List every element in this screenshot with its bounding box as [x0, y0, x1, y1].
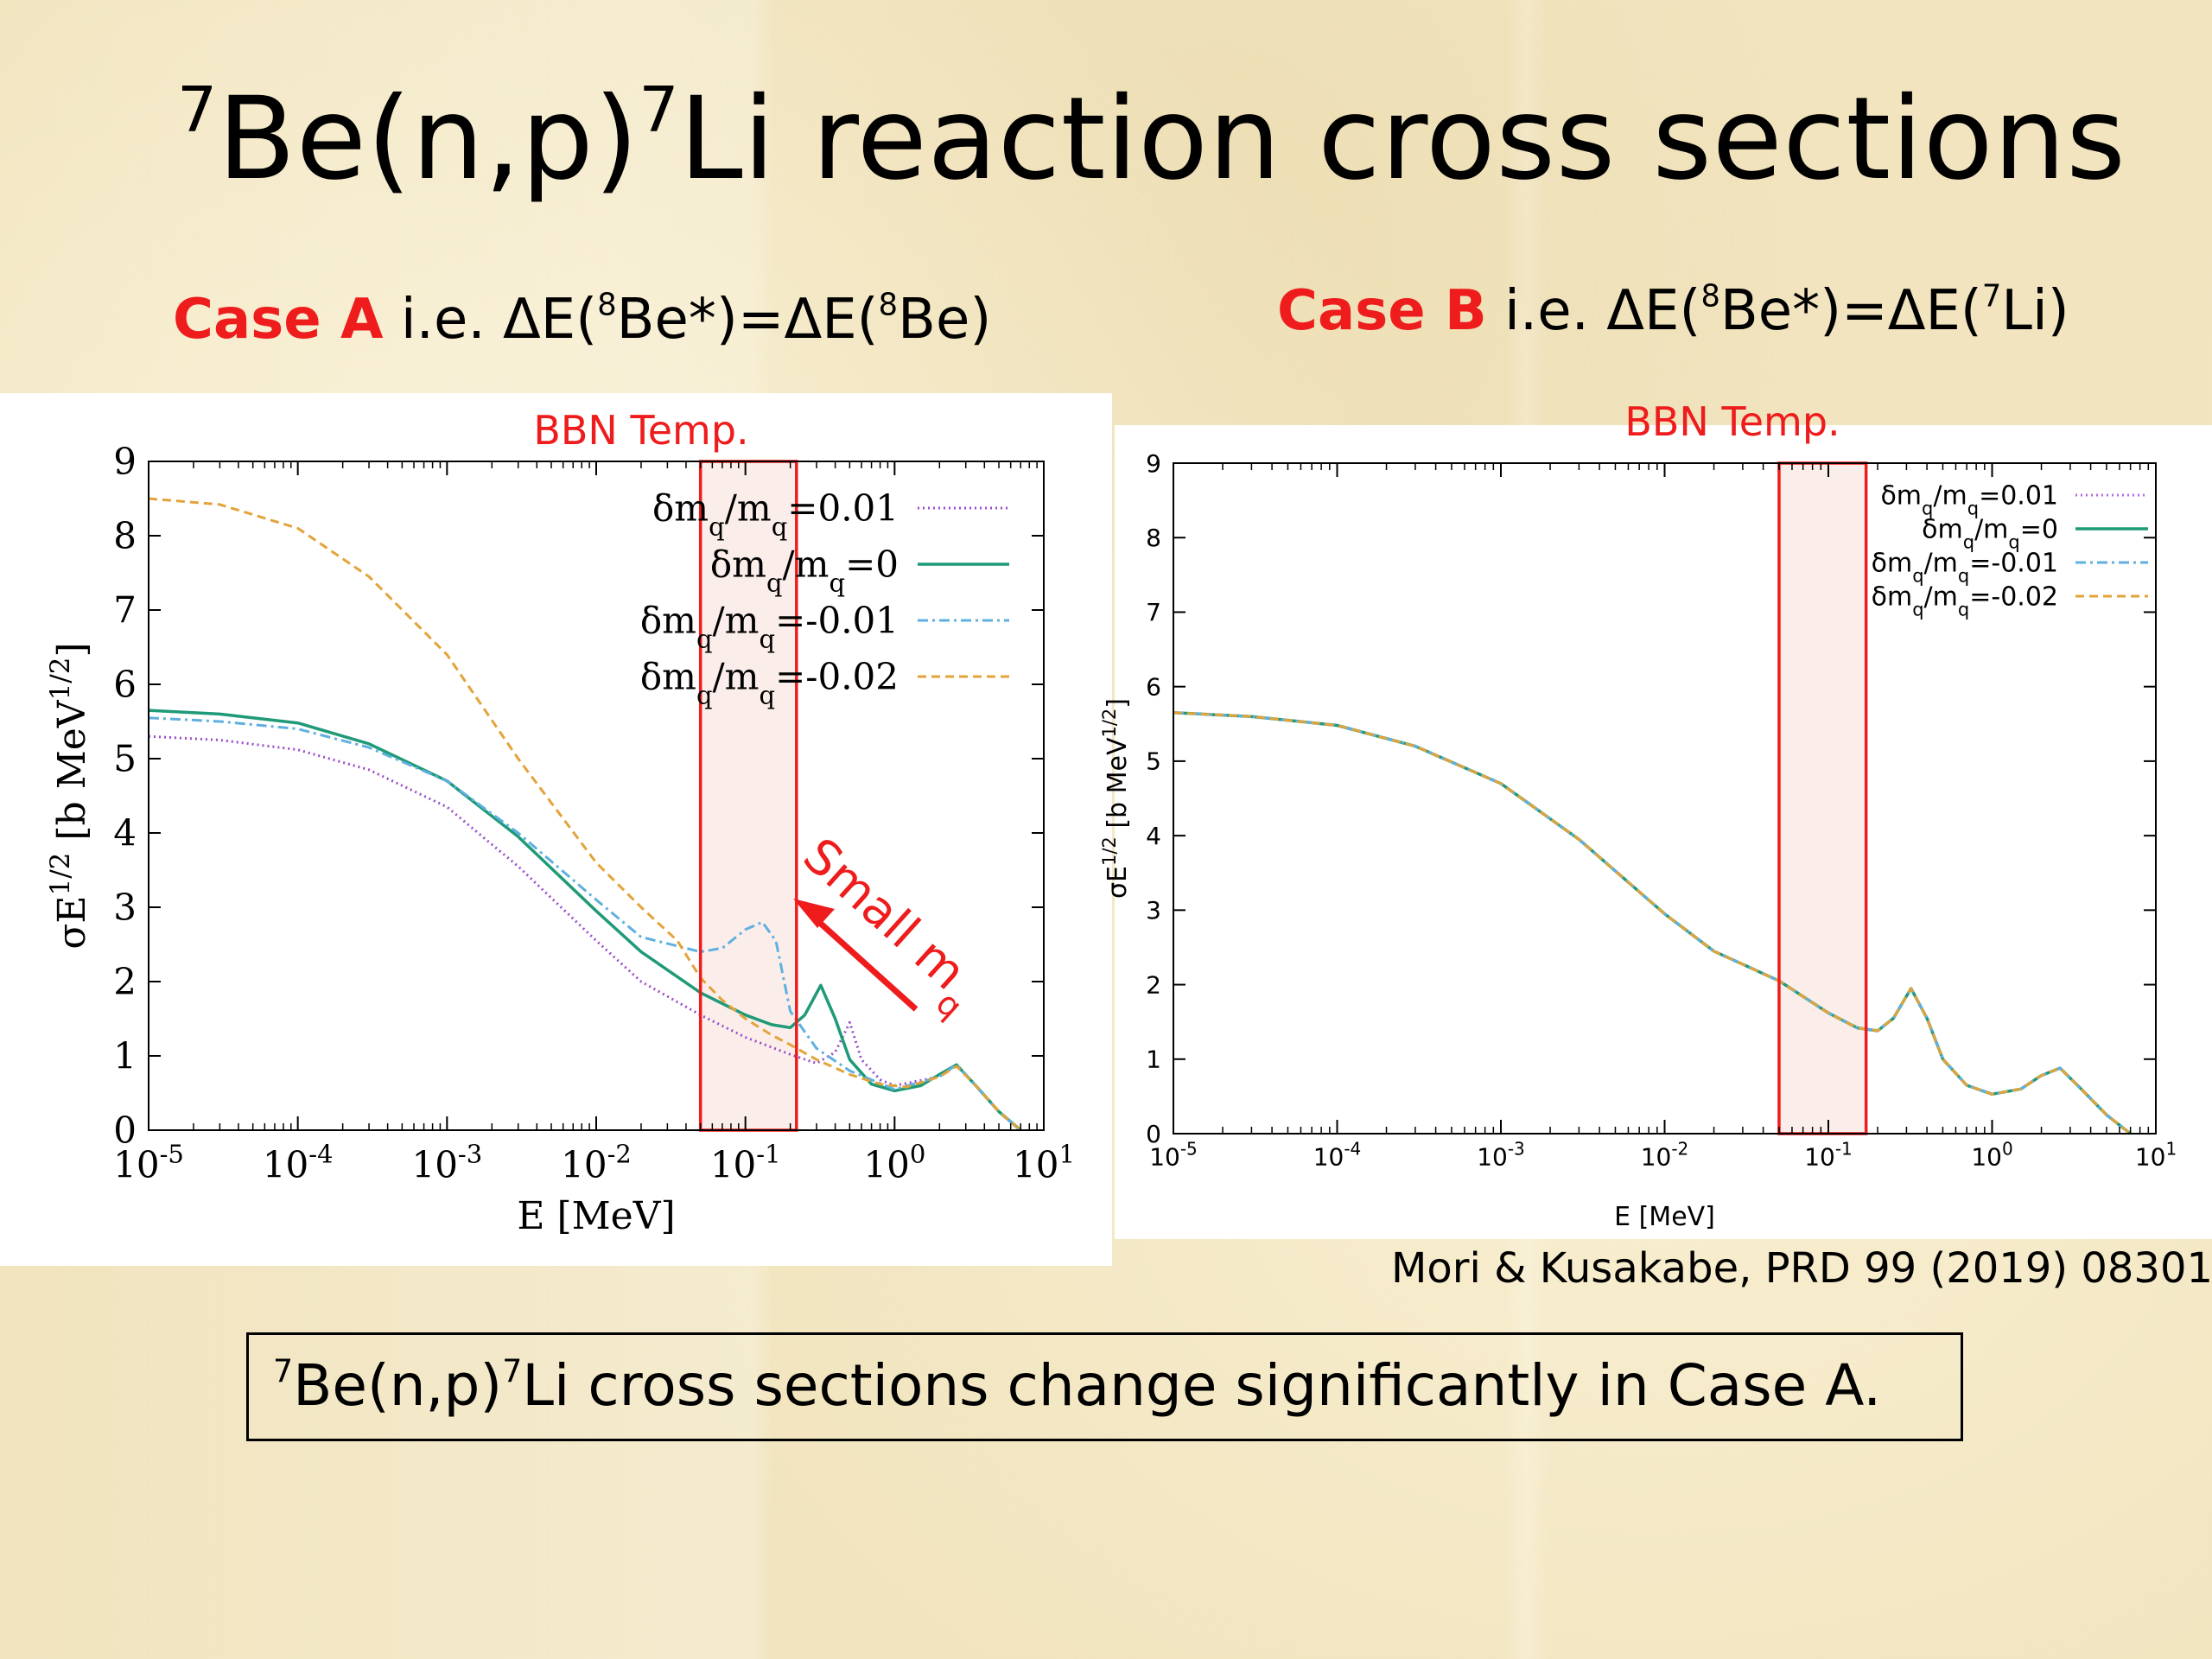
x-tick-label: 10-4: [263, 1140, 334, 1186]
y-tick-label: 0: [113, 1109, 137, 1152]
y-tick-label: 0: [1146, 1120, 1161, 1148]
x-tick-label: 100: [863, 1140, 925, 1186]
x-tick-label: 10-1: [710, 1140, 781, 1186]
y-tick-label: 4: [1146, 822, 1161, 850]
y-tick-label: 9: [113, 441, 137, 483]
y-tick-label: 1: [113, 1035, 137, 1077]
chart-0: 0 1 2 3 4 5 6 7 8 9 10-5 10-4 10-3 10-2 10-1 100 101 E [M…: [45, 407, 1075, 1238]
slide-title: 7Be(n,p)7Li reaction cross sections: [177, 79, 2126, 196]
y-tick-label: 6: [113, 664, 137, 706]
y-tick-label: 3: [113, 887, 137, 929]
legend-entry-label: δmq/mq=-0.02: [640, 656, 899, 710]
x-axis-label: E [MeV]: [1614, 1202, 1715, 1232]
series-line-2: [1173, 711, 2132, 1135]
legend-entry-label: δmq/mq=-0.02: [1872, 582, 2058, 620]
legend-entry-label: δmq/mq=0: [1922, 515, 2058, 553]
citation: Mori & Kusakabe, PRD 99 (2019) 083013.: [1391, 1244, 2212, 1293]
conclusion-text-1: Be(n,p): [293, 1352, 503, 1419]
legend-entry-label: δmq/mq=0.01: [1880, 481, 2058, 519]
y-tick-label: 1: [1146, 1046, 1161, 1074]
plot-frame: [148, 461, 1045, 1131]
y-tick-label: 5: [1146, 747, 1161, 776]
conclusion-box: 7Be(n,p)7Li cross sections change signif…: [246, 1332, 1963, 1441]
title-part-2: Li reaction cross sections: [679, 73, 2126, 206]
y-tick-label: 8: [113, 515, 137, 557]
case-a-text-1: i.e. ΔE(: [383, 288, 598, 352]
title-superscript-1: 7: [177, 73, 218, 147]
x-tick-label: 10-1: [1804, 1138, 1853, 1171]
x-tick-label: 101: [2135, 1138, 2177, 1171]
series-line-1: [1173, 711, 2132, 1135]
bbn-region-fill: [700, 461, 797, 1130]
title-superscript-2: 7: [639, 73, 680, 147]
x-tick-label: 10-3: [411, 1140, 482, 1186]
bbn-region-fill: [1778, 463, 1866, 1134]
x-tick-label: 10-2: [1641, 1138, 1689, 1171]
chart-1: 0 1 2 3 4 5 6 7 8 9 10-5 10-4 10-3 10-2 10-1 100 101 E [M…: [1099, 398, 2177, 1232]
conclusion-sup-2: 7: [502, 1351, 523, 1389]
case-b-text-2: Be*)=ΔE(: [1719, 279, 1982, 343]
case-b-text-1: i.e. ΔE(: [1486, 279, 1701, 343]
case-a-label: Case A: [173, 288, 384, 352]
y-tick-label: 7: [113, 589, 137, 632]
small-mq-arrow-head: [793, 899, 835, 928]
series-line-3: [148, 497, 1022, 1132]
case-a-sup-2: 8: [878, 287, 899, 323]
conclusion-sup-1: 7: [273, 1351, 294, 1389]
x-tick-label: 10-5: [1149, 1138, 1198, 1171]
title-part-1: Be(n,p): [217, 73, 639, 206]
series-line-3: [1173, 711, 2132, 1135]
case-b-text-3: Li): [2001, 279, 2069, 343]
legend-entry-label: δmq/mq=0.01: [652, 487, 899, 542]
x-tick-label: 100: [1971, 1138, 2012, 1171]
case-b-label: Case B: [1277, 279, 1487, 343]
y-tick-label: 3: [1146, 896, 1161, 925]
x-tick-label: 10-5: [113, 1140, 184, 1186]
y-tick-label: 9: [1146, 449, 1161, 478]
legend-entry-label: δmq/mq=-0.01: [640, 600, 899, 654]
x-axis-label: E [MeV]: [517, 1194, 675, 1238]
case-a-heading: Case A i.e. ΔE(8Be*)=ΔE(8Be): [173, 290, 991, 347]
case-a-text-2: Be*)=ΔE(: [616, 288, 879, 352]
y-tick-label: 2: [113, 961, 137, 1003]
bbn-temp-label: BBN Temp.: [533, 407, 748, 454]
y-tick-label: 6: [1146, 672, 1161, 701]
case-b-panel: [1115, 425, 2212, 1239]
y-tick-label: 8: [1146, 524, 1161, 552]
series-line-0: [1173, 711, 2132, 1135]
x-tick-label: 101: [1013, 1140, 1075, 1186]
case-a-sup-1: 8: [597, 287, 617, 323]
legend-entry-label: δmq/mq=-0.01: [1872, 549, 2058, 587]
small-mq-arrow-shaft: [810, 913, 918, 1012]
case-b-heading: Case B i.e. ΔE(8Be*)=ΔE(7Li): [1277, 282, 2069, 339]
case-a-panel: [0, 393, 1112, 1266]
bbn-temp-label: BBN Temp.: [1624, 398, 1840, 445]
y-tick-label: 4: [113, 812, 137, 855]
y-tick-label: 2: [1146, 970, 1161, 999]
case-b-sup-2: 7: [1981, 278, 2002, 315]
y-axis-label: σE1/2 [b MeV1/2]: [1099, 698, 1133, 899]
conclusion-text-2: Li cross sections change significantly i…: [522, 1352, 1882, 1419]
x-tick-label: 10-3: [1477, 1138, 1525, 1171]
y-tick-label: 5: [113, 738, 137, 780]
y-tick-label: 7: [1146, 598, 1161, 626]
case-b-sup-1: 8: [1700, 278, 1720, 315]
x-tick-label: 10-4: [1313, 1138, 1362, 1171]
y-axis-label: σE1/2 [b MeV1/2]: [45, 642, 94, 949]
legend-entry-label: δmq/mq=0: [710, 543, 899, 598]
case-a-text-3: Be): [898, 288, 992, 352]
x-tick-label: 10-2: [561, 1140, 632, 1186]
